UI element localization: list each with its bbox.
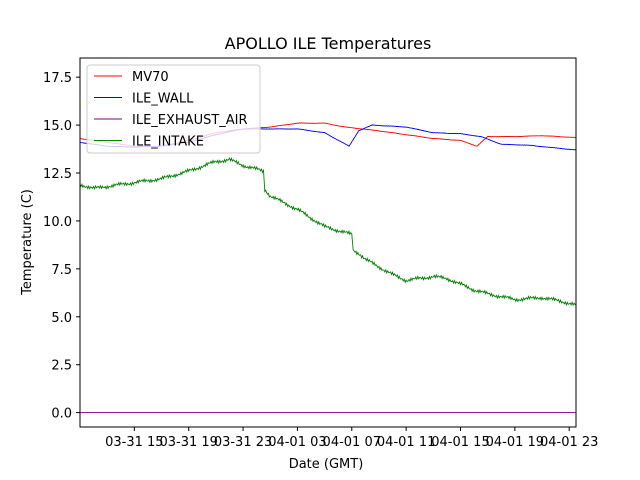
y-tick-label: 10.0 [43, 215, 72, 230]
legend-label: MV70 [132, 70, 169, 85]
x-tick-label: 04-01 07 [323, 435, 381, 450]
legend-label: ILE_EXHAUST_AIR [132, 113, 248, 128]
series-line-ile-intake [80, 157, 576, 307]
x-tick-label: 03-31 15 [105, 435, 163, 450]
x-tick-label: 04-01 19 [486, 435, 544, 450]
y-tick-label: 5.0 [51, 311, 72, 326]
y-tick-label: 17.5 [43, 71, 72, 86]
y-tick-label: 15.0 [43, 119, 72, 134]
legend-label: ILE_INTAKE [132, 135, 204, 150]
y-axis-label: Temperature (C) [20, 189, 35, 296]
x-axis-label: Date (GMT) [289, 457, 364, 472]
legend-label: ILE_WALL [132, 92, 194, 107]
x-tick-label: 04-01 03 [268, 435, 326, 450]
x-tick-label: 04-01 23 [540, 435, 598, 450]
x-tick-label: 03-31 23 [214, 435, 272, 450]
x-tick-label: 03-31 19 [159, 435, 217, 450]
x-tick-label: 04-01 11 [377, 435, 435, 450]
legend-box [86, 64, 261, 154]
y-tick-label: 2.5 [51, 359, 72, 374]
y-tick-label: 0.0 [51, 407, 72, 422]
series-layer [80, 122, 576, 414]
y-tick-label: 12.5 [43, 167, 72, 182]
x-tick-label: 04-01 15 [431, 435, 489, 450]
y-tick-label: 7.5 [51, 263, 72, 278]
chart-title: APOLLO ILE Temperatures [225, 34, 432, 53]
plot-frame [79, 57, 577, 428]
legend: MV70 ILE_WALL ILE_EXHAUST_AIR ILE_INTAKE [86, 64, 261, 154]
